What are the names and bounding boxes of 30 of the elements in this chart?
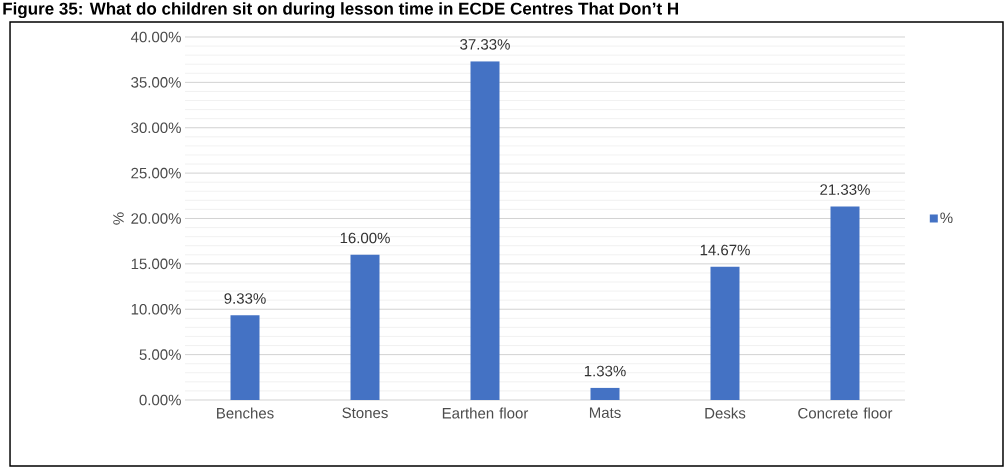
y-tick-label: 5.00% [139,349,181,360]
x-tick-label: Desks [705,407,746,419]
chart-title: Figure 35: What do children sit on during lesson time in ECDE Centres That Don’t H [3,2,678,19]
x-tick-label: Earthen floor [442,407,529,419]
data-label: 21.33% [820,184,870,195]
y-tick-label: 25.00% [131,167,181,179]
x-tick-label: Stones [342,407,388,419]
y-tick-label: 10.00% [131,303,181,315]
data-label: 37.33% [460,39,510,50]
data-label: 1.33% [584,365,626,377]
data-label: 9.33% [224,293,266,304]
data-label: 16.00% [340,232,390,244]
bar [830,206,860,400]
y-tick-label: 20.00% [131,213,181,224]
data-label: 14.67% [700,244,750,256]
bar [230,315,260,400]
x-tick-label: Concrete floor [798,407,893,419]
y-tick-label: 0.00% [139,394,181,406]
y-axis-title: % [113,212,124,225]
legend-label: % [940,212,953,224]
x-tick-label: Mats [589,407,621,418]
bar [470,61,500,400]
y-tick-label: 15.00% [131,258,181,270]
bar [350,254,380,400]
y-tick-label: 30.00% [131,122,181,134]
bar [590,387,620,400]
x-tick-label: Benches [217,407,274,419]
bar [710,266,740,400]
y-tick-label: 35.00% [131,77,181,88]
y-tick-label: 40.00% [130,31,181,43]
